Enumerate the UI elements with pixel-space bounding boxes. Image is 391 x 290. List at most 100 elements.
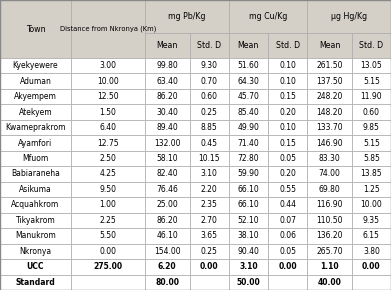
Bar bbox=[352, 89, 391, 104]
Bar bbox=[307, 197, 352, 213]
Text: 5.15: 5.15 bbox=[363, 139, 380, 148]
Text: UCC: UCC bbox=[27, 262, 44, 271]
Bar bbox=[145, 104, 190, 120]
Text: Std. D: Std. D bbox=[359, 41, 384, 50]
Bar bbox=[0, 73, 71, 89]
Text: 46.10: 46.10 bbox=[156, 231, 178, 240]
Text: 13.85: 13.85 bbox=[361, 169, 382, 179]
Bar bbox=[229, 228, 268, 244]
Text: 0.45: 0.45 bbox=[201, 139, 218, 148]
Bar bbox=[190, 151, 229, 166]
Text: 0.06: 0.06 bbox=[279, 231, 296, 240]
Bar bbox=[307, 33, 352, 58]
Bar bbox=[0, 275, 71, 290]
Bar bbox=[71, 213, 145, 228]
Bar bbox=[71, 0, 145, 58]
Text: 10.00: 10.00 bbox=[361, 200, 382, 209]
Text: 0.10: 0.10 bbox=[279, 77, 296, 86]
Bar bbox=[145, 213, 190, 228]
Text: Aduman: Aduman bbox=[20, 77, 51, 86]
Bar bbox=[352, 151, 391, 166]
Bar bbox=[268, 166, 307, 182]
Text: 6.40: 6.40 bbox=[99, 123, 117, 132]
Bar bbox=[190, 259, 229, 275]
Text: mg Cu/Kg: mg Cu/Kg bbox=[249, 12, 287, 21]
Bar bbox=[190, 244, 229, 259]
Bar bbox=[71, 182, 145, 197]
Text: 50.00: 50.00 bbox=[237, 278, 260, 287]
Text: Standard: Standard bbox=[16, 278, 55, 287]
Bar bbox=[71, 73, 145, 89]
Text: 0.15: 0.15 bbox=[279, 92, 296, 101]
Text: 9.30: 9.30 bbox=[201, 61, 218, 70]
Text: 90.40: 90.40 bbox=[237, 247, 259, 256]
Text: 116.90: 116.90 bbox=[316, 200, 343, 209]
Bar bbox=[268, 33, 307, 58]
Text: 136.20: 136.20 bbox=[316, 231, 343, 240]
Bar bbox=[307, 275, 352, 290]
Bar bbox=[229, 197, 268, 213]
Bar bbox=[71, 228, 145, 244]
Text: 89.40: 89.40 bbox=[156, 123, 178, 132]
Text: 0.55: 0.55 bbox=[279, 185, 296, 194]
Bar bbox=[229, 33, 268, 58]
Text: 132.00: 132.00 bbox=[154, 139, 181, 148]
Text: 0.60: 0.60 bbox=[363, 108, 380, 117]
Text: 64.30: 64.30 bbox=[237, 77, 259, 86]
Text: 3.10: 3.10 bbox=[239, 262, 258, 271]
Bar bbox=[352, 213, 391, 228]
Bar bbox=[229, 135, 268, 151]
Bar bbox=[190, 166, 229, 182]
Bar bbox=[190, 197, 229, 213]
Text: 8.85: 8.85 bbox=[201, 123, 217, 132]
Text: 63.40: 63.40 bbox=[156, 77, 178, 86]
Bar bbox=[268, 213, 307, 228]
Bar bbox=[71, 89, 145, 104]
Text: Ayamfori: Ayamfori bbox=[18, 139, 52, 148]
Text: µg Hg/Kg: µg Hg/Kg bbox=[331, 12, 367, 21]
Text: 10.00: 10.00 bbox=[97, 77, 119, 86]
Bar bbox=[145, 89, 190, 104]
Bar bbox=[229, 213, 268, 228]
Text: 2.25: 2.25 bbox=[100, 216, 116, 225]
Text: 2.20: 2.20 bbox=[201, 185, 217, 194]
Text: 133.70: 133.70 bbox=[316, 123, 343, 132]
Bar bbox=[229, 275, 268, 290]
Bar bbox=[352, 58, 391, 73]
Bar bbox=[190, 73, 229, 89]
Bar bbox=[190, 89, 229, 104]
Text: 74.00: 74.00 bbox=[319, 169, 341, 179]
Text: 13.05: 13.05 bbox=[361, 61, 382, 70]
Bar bbox=[145, 33, 190, 58]
Bar bbox=[307, 228, 352, 244]
Text: Asikuma: Asikuma bbox=[19, 185, 52, 194]
Text: 0.44: 0.44 bbox=[279, 200, 296, 209]
Bar bbox=[145, 197, 190, 213]
Bar bbox=[268, 182, 307, 197]
Bar bbox=[268, 244, 307, 259]
Bar bbox=[71, 104, 145, 120]
Bar bbox=[0, 120, 71, 135]
Text: 0.00: 0.00 bbox=[200, 262, 219, 271]
Text: 76.46: 76.46 bbox=[156, 185, 178, 194]
Bar bbox=[268, 151, 307, 166]
Text: 12.75: 12.75 bbox=[97, 139, 119, 148]
Bar bbox=[145, 73, 190, 89]
Bar bbox=[71, 197, 145, 213]
Bar bbox=[145, 58, 190, 73]
Text: 1.50: 1.50 bbox=[99, 108, 117, 117]
Bar bbox=[190, 135, 229, 151]
Text: Distance from Nkronya (Km): Distance from Nkronya (Km) bbox=[60, 26, 156, 32]
Text: 0.07: 0.07 bbox=[279, 216, 296, 225]
Text: 148.20: 148.20 bbox=[316, 108, 343, 117]
Text: Manukrom: Manukrom bbox=[15, 231, 56, 240]
Bar bbox=[352, 135, 391, 151]
Text: Kyekyewere: Kyekyewere bbox=[13, 61, 58, 70]
Bar bbox=[307, 58, 352, 73]
Text: 3.10: 3.10 bbox=[201, 169, 217, 179]
Bar bbox=[352, 182, 391, 197]
Bar bbox=[229, 104, 268, 120]
Text: 5.50: 5.50 bbox=[99, 231, 117, 240]
Text: 261.50: 261.50 bbox=[316, 61, 343, 70]
Text: 0.05: 0.05 bbox=[279, 247, 296, 256]
